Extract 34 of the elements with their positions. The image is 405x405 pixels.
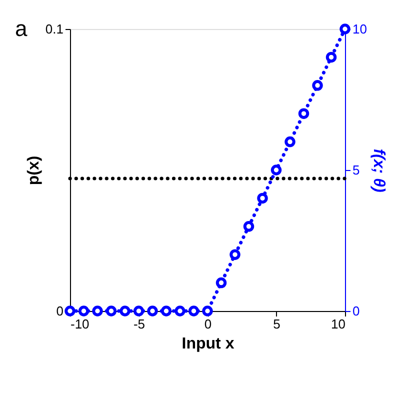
point — [216, 277, 227, 288]
x-axis-title: Input x — [182, 336, 234, 352]
point — [270, 164, 282, 176]
point — [202, 306, 213, 316]
point — [106, 306, 117, 316]
y2-tick-label: 5 — [352, 162, 360, 178]
point — [92, 306, 103, 316]
point — [257, 192, 268, 204]
y2-tick-label: 10 — [352, 22, 367, 36]
y-axis-title: p(x) — [25, 156, 42, 186]
point — [133, 306, 144, 316]
point — [120, 306, 130, 316]
text: a — [15, 16, 28, 41]
x-tick-label: 0 — [204, 316, 212, 332]
x-tick-label: -10 — [70, 316, 90, 332]
point — [160, 306, 172, 316]
y2-tick-label: 0 — [352, 304, 360, 318]
x-tick-label: 5 — [273, 316, 280, 332]
point — [147, 306, 158, 316]
point — [284, 136, 296, 148]
point — [340, 24, 350, 34]
point — [174, 306, 186, 316]
point — [230, 249, 240, 260]
point — [78, 306, 90, 316]
x-tick-label: 10 — [331, 316, 346, 332]
y2-axis-title: f(x; θ) — [370, 148, 387, 192]
point — [312, 80, 323, 91]
point — [64, 306, 76, 316]
point — [188, 306, 200, 316]
point — [243, 221, 254, 232]
point — [298, 108, 310, 119]
point — [326, 52, 337, 63]
x-tick-label: -5 — [133, 316, 146, 332]
y-tick-label: 0.1 — [45, 22, 64, 36]
